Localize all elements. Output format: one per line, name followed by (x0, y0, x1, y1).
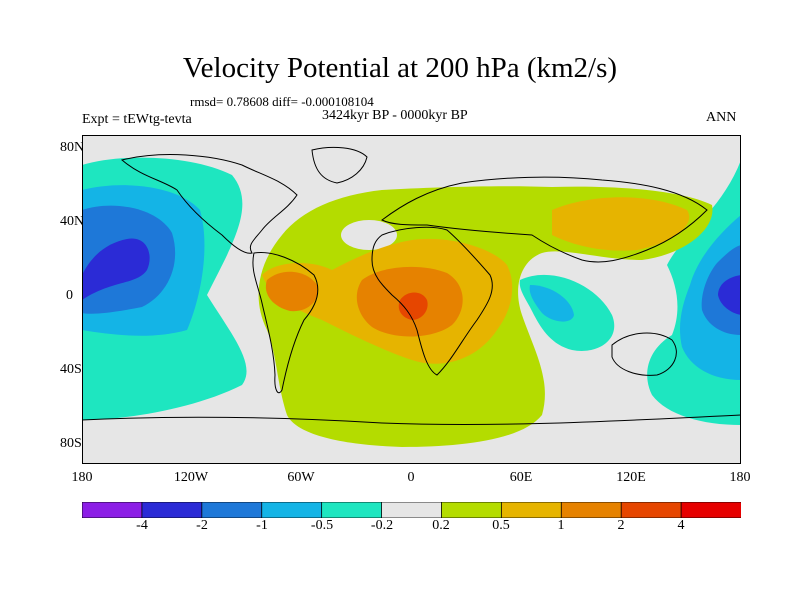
map-frame (82, 135, 741, 464)
colorbar-swatch-0 (82, 502, 143, 518)
lon-tick-60w: 60W (287, 470, 315, 485)
colorbar-swatch-6 (441, 502, 503, 518)
contour-pos05-asia (552, 197, 690, 251)
lat-tick-40n: 40N (60, 214, 85, 229)
lat-tick-40s: 40S (60, 362, 82, 377)
coastline-africa (371, 226, 493, 376)
colorbar-swatch-7 (500, 502, 563, 518)
lat-tick-eq: 0 (66, 288, 73, 303)
colorbar-swatch-9 (620, 502, 682, 518)
colorbar-label-6: 0.5 (492, 518, 510, 533)
colorbar-label-0: -4 (136, 518, 148, 533)
coastlines (82, 146, 741, 426)
colorbar-label-5: 0.2 (432, 518, 450, 533)
colorbar-label-7: 1 (557, 518, 565, 533)
coastline-south-america (252, 251, 319, 394)
coastline-eurasia (381, 176, 708, 263)
velocity-potential-map (82, 135, 741, 464)
experiment-label: Expt = tEWtg-tevta (82, 112, 192, 127)
coastline-greenland (311, 146, 368, 184)
lon-tick-60e: 60E (509, 470, 533, 485)
colorbar-label-2: -1 (256, 518, 268, 533)
contour-neg2-pacific-east (718, 275, 741, 315)
lat-tick-80s: 80S (60, 436, 82, 451)
lon-tick-180e: 180 (729, 470, 751, 485)
colorbar-label-8: 2 (617, 518, 625, 533)
coastline-north-america (120, 154, 298, 254)
contour-neg2-pacific-west (82, 238, 150, 300)
lon-tick-180w: 180 (71, 470, 93, 485)
colorbar-label-9: 4 (677, 518, 685, 533)
colorbar-swatch-5 (381, 502, 443, 518)
rmsd-diff-stats: rmsd= 0.78608 diff= -0.000108104 (190, 94, 374, 109)
contour-pos2-congo (398, 292, 428, 320)
colorbar-swatch-4 (321, 502, 383, 518)
colorbar-label-3: -0.5 (310, 518, 334, 533)
lon-tick-120e: 120E (616, 470, 646, 485)
contour-neg05-indian-ocean (529, 285, 574, 322)
colorbar-swatch-8 (560, 502, 623, 518)
colorbar-label-1: -2 (196, 518, 208, 533)
coastline-australia (611, 332, 677, 376)
coastline-antarctica (82, 414, 741, 426)
colorbar-swatch-3 (261, 502, 323, 518)
lat-tick-80n: 80N (60, 140, 85, 155)
contour-pos1-south-america (265, 271, 318, 312)
colorbar-swatch-10 (680, 502, 741, 518)
time-period-label: 3424kyr BP - 0000kyr BP (322, 108, 468, 123)
lon-tick-0: 0 (407, 470, 415, 485)
colorbar (82, 502, 741, 518)
season-label: ANN (706, 110, 737, 125)
colorbar-label-4: -0.2 (370, 518, 394, 533)
colorbar-swatch-1 (141, 502, 203, 518)
contour-zero-north-atlantic (341, 220, 397, 250)
lon-tick-120w: 120W (173, 470, 209, 485)
colorbar-swatch-2 (201, 502, 263, 518)
plot-title: Velocity Potential at 200 hPa (km2/s) (182, 52, 618, 84)
